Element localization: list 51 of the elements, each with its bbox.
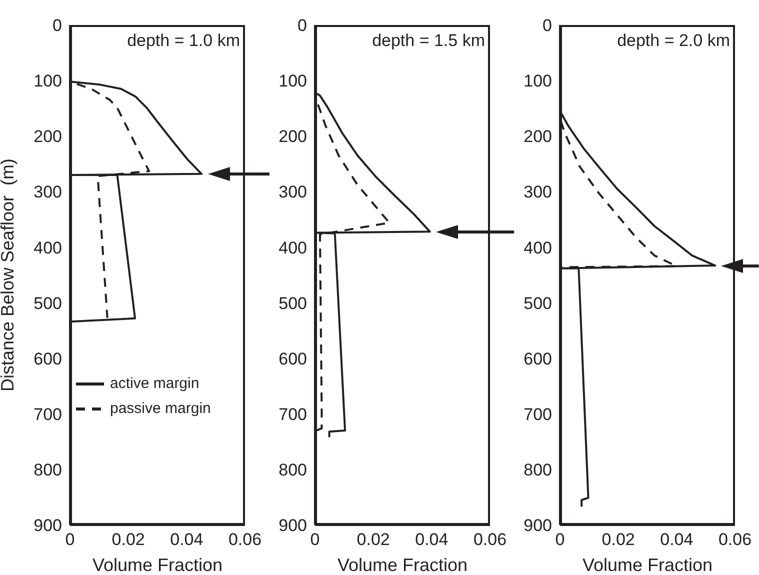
y-tick-label: 300 xyxy=(34,182,62,202)
y-tick-label: 900 xyxy=(278,516,307,536)
y-tick-label: 800 xyxy=(524,460,552,480)
y-tick-label: 800 xyxy=(278,460,307,480)
y-tick-label: 0 xyxy=(542,16,552,36)
y-tick-label: 600 xyxy=(278,349,307,368)
x-tick-label: 0.02 xyxy=(112,530,145,550)
x-tick-label: 0 xyxy=(555,530,565,550)
y-tick-label: 200 xyxy=(278,127,307,146)
y-tick-label: 100 xyxy=(278,72,307,91)
y-tick-label: 100 xyxy=(34,72,62,91)
x-tick-label: 0.06 xyxy=(473,530,507,550)
x-axis-title: Volume Fraction xyxy=(91,555,224,575)
x-axis-title: Volume Fraction xyxy=(581,555,714,575)
y-tick-label: 700 xyxy=(34,404,62,424)
x-tick-label: 0.04 xyxy=(415,530,448,550)
y-tick-label: 800 xyxy=(34,460,62,480)
y-tick-label: 600 xyxy=(34,349,62,368)
y-tick-label: 100 xyxy=(524,72,552,91)
y-axis-title: Distance Below Seafloor (m) xyxy=(0,158,18,392)
x-tick-label: 0.02 xyxy=(356,530,390,550)
legend-label: active margin xyxy=(110,375,200,392)
x-tick-label: 0.06 xyxy=(228,530,262,550)
chart-title: depth = 2.0 km xyxy=(617,31,730,51)
y-tick-label: 500 xyxy=(278,294,307,313)
y-tick-label: 400 xyxy=(524,238,552,258)
x-tick-label: 0.06 xyxy=(718,530,752,550)
x-tick-label: 0 xyxy=(310,530,320,550)
chart-title: depth = 1.0 km xyxy=(127,31,240,51)
y-tick-label: 900 xyxy=(34,516,62,536)
y-tick-label: 700 xyxy=(524,404,552,424)
y-tick-label: 600 xyxy=(524,349,552,368)
x-tick-label: 0.04 xyxy=(660,530,694,550)
y-tick-label: 900 xyxy=(524,516,552,536)
y-tick-label: 200 xyxy=(34,127,62,146)
y-tick-label: 200 xyxy=(524,127,552,146)
x-tick-label: 0.02 xyxy=(602,530,635,550)
x-axis-title: Volume Fraction xyxy=(336,555,469,575)
x-tick-label: 0 xyxy=(65,530,75,550)
y-tick-label: 500 xyxy=(34,294,62,313)
legend-label: passive margin xyxy=(110,400,211,417)
y-tick-label: 400 xyxy=(278,238,307,258)
y-tick-label: 400 xyxy=(34,238,62,258)
y-tick-label: 500 xyxy=(524,294,552,313)
y-tick-label: 300 xyxy=(524,182,552,202)
y-tick-label: 0 xyxy=(52,16,62,36)
chart-title: depth = 1.5 km xyxy=(372,31,485,51)
y-tick-label: 700 xyxy=(278,404,307,424)
y-tick-label: 0 xyxy=(298,16,307,36)
y-tick-label: 300 xyxy=(278,182,307,202)
x-tick-label: 0.04 xyxy=(170,530,204,550)
